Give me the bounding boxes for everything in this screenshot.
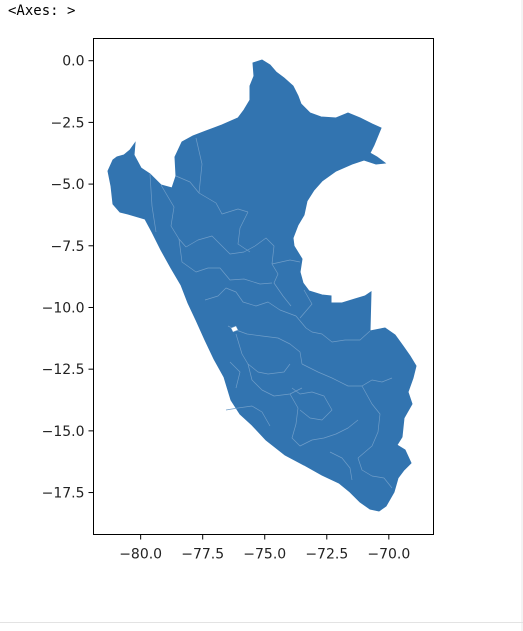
x-tick-label: −80.0 bbox=[119, 547, 162, 563]
axes-frame bbox=[93, 38, 434, 535]
y-tick-label: 0.0 bbox=[62, 54, 84, 70]
scrollbar-edge bbox=[521, 0, 523, 631]
y-tick-label: −5.0 bbox=[51, 177, 85, 193]
y-tick-label: −10.0 bbox=[42, 300, 85, 316]
y-tick-label: −17.5 bbox=[42, 486, 85, 502]
x-tick-label: −77.5 bbox=[181, 547, 224, 563]
lake-shape bbox=[230, 325, 239, 333]
x-tick-label: −75.0 bbox=[243, 547, 286, 563]
y-tick-label: −2.5 bbox=[51, 115, 85, 131]
x-axis: −80.0 −77.5 −75.0 −72.5 −70.0 bbox=[119, 534, 410, 563]
y-tick-label: −7.5 bbox=[51, 239, 85, 255]
y-axis: 0.0 −2.5 −5.0 −7.5 −10.0 −12.5 −15.0 −17.5 bbox=[42, 54, 94, 502]
y-tick-label: −15.0 bbox=[42, 424, 85, 440]
x-tick-label: −70.0 bbox=[367, 547, 410, 563]
y-tick-label: −12.5 bbox=[42, 362, 85, 378]
peru-map bbox=[107, 59, 417, 512]
x-tick-label: −72.5 bbox=[305, 547, 348, 563]
region-borders bbox=[149, 137, 393, 489]
peru-outline bbox=[107, 59, 417, 512]
output-divider bbox=[0, 622, 523, 623]
axes-repr-output: <Axes: > bbox=[8, 3, 76, 19]
